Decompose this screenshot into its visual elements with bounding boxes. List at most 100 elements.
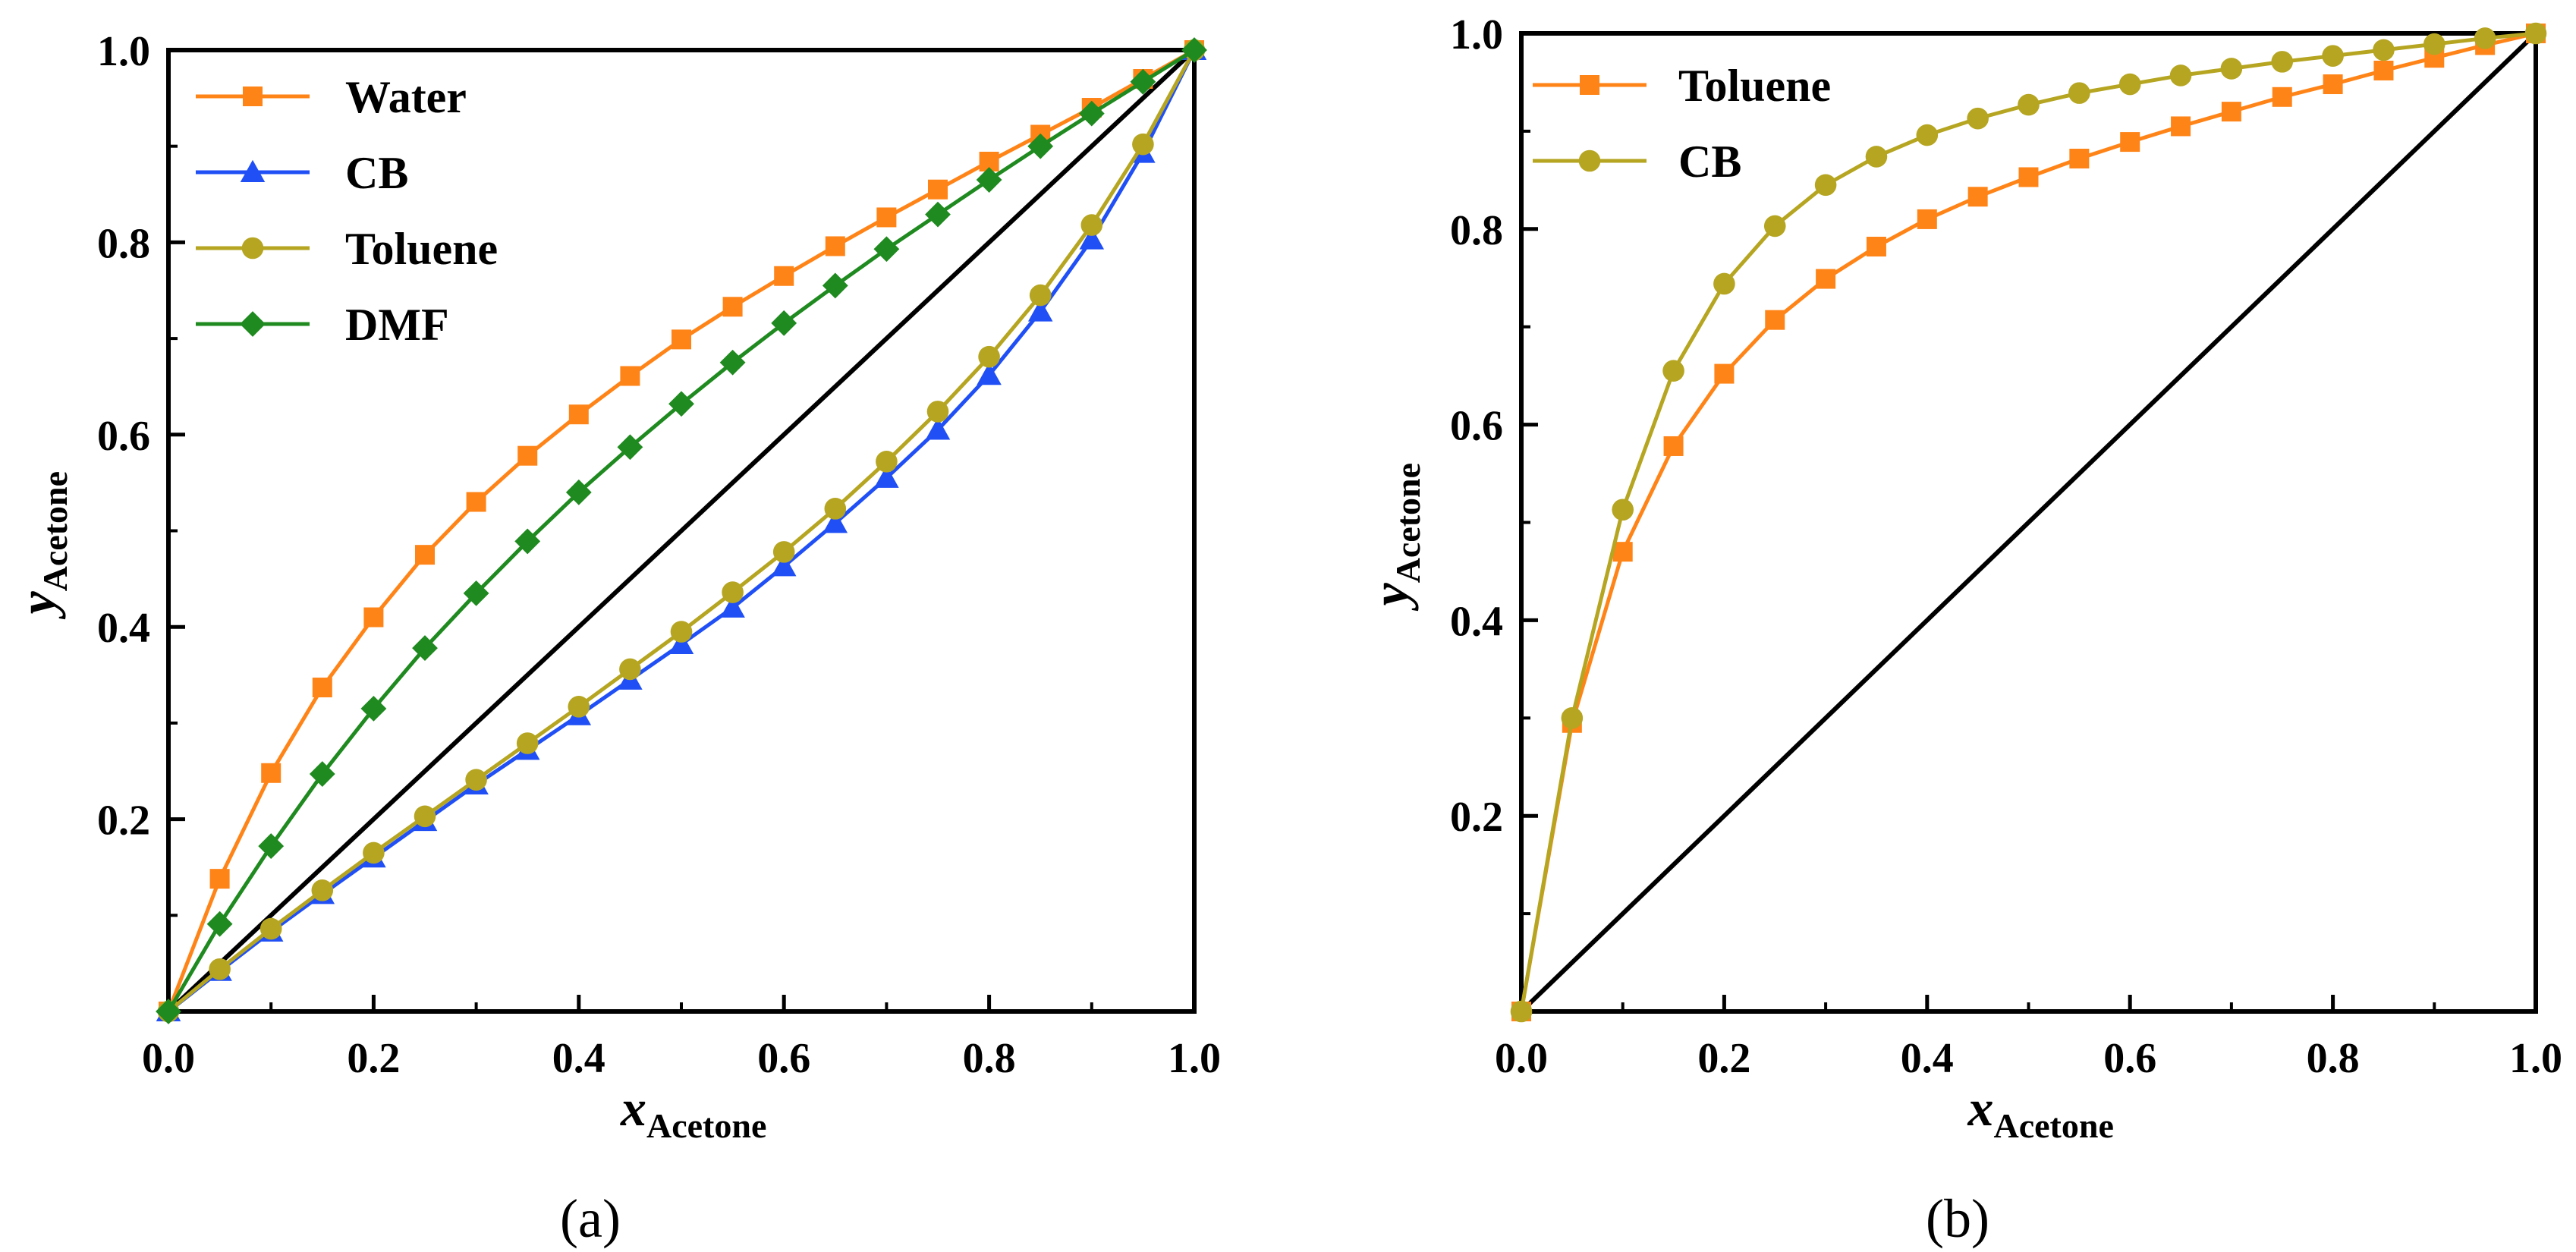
x-tick-label-a-2: 0.4 [552,1035,605,1082]
data-point-cb-a-16 [977,362,1002,385]
data-point-water-a-6 [466,492,486,512]
data-point-toluene-a-18 [1080,214,1103,236]
data-point-dmf-a-11 [719,349,746,376]
data-point-cb-b-11 [2068,82,2090,104]
data-point-cb-a-11 [720,595,745,618]
data-point-toluene-b-17 [2373,60,2394,80]
data-point-cb-a-14 [874,465,899,488]
data-point-cb-b-16 [2322,45,2344,67]
data-point-cb-b-2 [1612,499,1634,521]
data-point-cb-b-17 [2373,39,2395,61]
legend-label-toluene-a: Toluene [345,224,498,274]
x-tick-label-b-1: 0.2 [1697,1035,1750,1082]
data-point-cb-b-3 [1662,360,1684,382]
data-point-water-a-15 [928,179,948,200]
data-point-toluene-a-1 [209,958,231,980]
data-point-cb-a-17 [1027,299,1053,322]
chart-panel-b: 0.0 0.2 0.4 0.6 0.8 1.0 0.2 0.4 0.6 0.8 1.0 xAceton… [1361,11,2562,1249]
data-point-dmf-a-13 [822,272,848,299]
data-point-toluene-b-13 [2171,116,2191,137]
data-point-toluene-b-4 [1714,363,1735,384]
data-point-toluene-a-10 [670,621,693,643]
data-point-toluene-a-2 [259,917,282,940]
data-point-dmf-a-14 [873,236,900,263]
data-point-water-a-1 [209,869,230,889]
data-point-toluene-a-9 [619,658,641,681]
data-point-dmf-a-0 [156,999,181,1024]
data-point-toluene-a-4 [363,841,385,864]
data-point-water-a-4 [363,607,384,628]
data-point-toluene-a-6 [465,769,487,791]
data-point-cb-a-18 [1079,227,1105,250]
chart-panel-a: 0.0 0.2 0.4 0.6 0.8 1.0 0.2 0.4 0.6 0.8 1.0 xAceton… [8,28,1221,1249]
data-point-toluene-b-2 [1612,542,1633,562]
data-point-water-a-5 [415,545,435,565]
data-point-toluene-a-8 [568,696,590,718]
x-tick-label-a-0: 0.0 [142,1035,195,1082]
legend-label-cb-a: CB [345,148,408,198]
legend-marker-toluene-a [241,237,264,260]
data-point-cb-b-0 [1510,1000,1533,1023]
data-point-cb-b-19 [2474,27,2496,49]
x-tick-label-b-4: 0.8 [2307,1035,2360,1082]
y-tick-label-a-0: 0.2 [97,797,150,845]
data-point-toluene-b-15 [2272,87,2292,107]
legend-label-water-a: Water [345,72,467,122]
x-axis-title-a: xAcetone [620,1079,766,1145]
data-point-dmf-a-9 [617,434,643,461]
data-point-dmf-a-5 [412,635,438,661]
data-point-cb-b-20 [2524,22,2547,45]
data-point-cb-b-9 [1967,107,1989,130]
data-point-dmf-a-4 [360,695,387,722]
data-point-toluene-b-8 [1917,209,1937,229]
data-point-water-a-12 [774,266,794,286]
data-point-dmf-a-18 [1078,100,1105,127]
data-point-cb-b-1 [1561,707,1584,729]
data-point-water-a-14 [876,207,897,228]
legend-marker-dmf-a [240,311,266,337]
data-point-toluene-a-13 [824,498,847,520]
data-point-water-a-10 [672,329,691,350]
data-point-toluene-b-11 [2069,148,2090,168]
data-point-toluene-b-7 [1866,237,1886,257]
data-point-toluene-a-16 [978,345,1000,368]
legend-marker-cb-a [240,159,266,182]
panel-label-a: (a) [560,1188,621,1249]
data-point-toluene-b-12 [2120,132,2140,153]
data-point-toluene-a-11 [722,581,744,603]
x-tick-label-a-4: 0.8 [963,1035,1016,1082]
data-point-water-a-8 [568,404,589,425]
data-point-dmf-a-7 [514,528,541,555]
data-point-toluene-a-17 [1029,284,1052,307]
y-tick-label-b-1: 0.4 [1450,598,1503,645]
data-point-cb-b-5 [1763,215,1786,238]
data-point-dmf-a-6 [463,580,489,606]
x-tick-label-b-2: 0.4 [1901,1035,1954,1082]
data-point-water-a-2 [261,763,282,783]
legend-marker-toluene-b [1580,75,1599,95]
data-point-cb-a-12 [771,554,797,577]
data-point-dmf-a-12 [771,310,797,336]
data-point-cb-a-15 [925,417,951,440]
data-point-dmf-a-20 [1181,37,1207,63]
data-point-water-a-3 [312,678,332,698]
data-point-toluene-b-6 [1816,269,1836,289]
data-point-cb-b-6 [1814,174,1837,197]
data-point-dmf-a-1 [206,911,233,937]
data-point-cb-a-13 [822,511,848,533]
data-point-cb-a-10 [668,631,694,655]
y-tick-label-a-4: 1.0 [97,28,150,75]
diagonal-line-b [1519,31,2538,1014]
data-point-toluene-a-3 [311,879,334,901]
data-point-toluene-a-14 [876,450,898,473]
data-point-dmf-a-16 [976,167,1002,193]
data-point-water-a-11 [722,297,743,317]
data-point-cb-b-10 [2018,93,2040,116]
x-axis-title-sub-b: Acetone [1994,1106,2114,1145]
data-point-dmf-a-2 [258,833,285,859]
x-tick-label-b-5: 1.0 [2509,1035,2562,1082]
y-tick-label-a-1: 0.4 [97,605,150,652]
data-point-toluene-b-5 [1765,310,1785,330]
data-point-toluene-b-10 [2018,167,2039,187]
y-axis-title-sub-a: Acetone [36,471,74,591]
